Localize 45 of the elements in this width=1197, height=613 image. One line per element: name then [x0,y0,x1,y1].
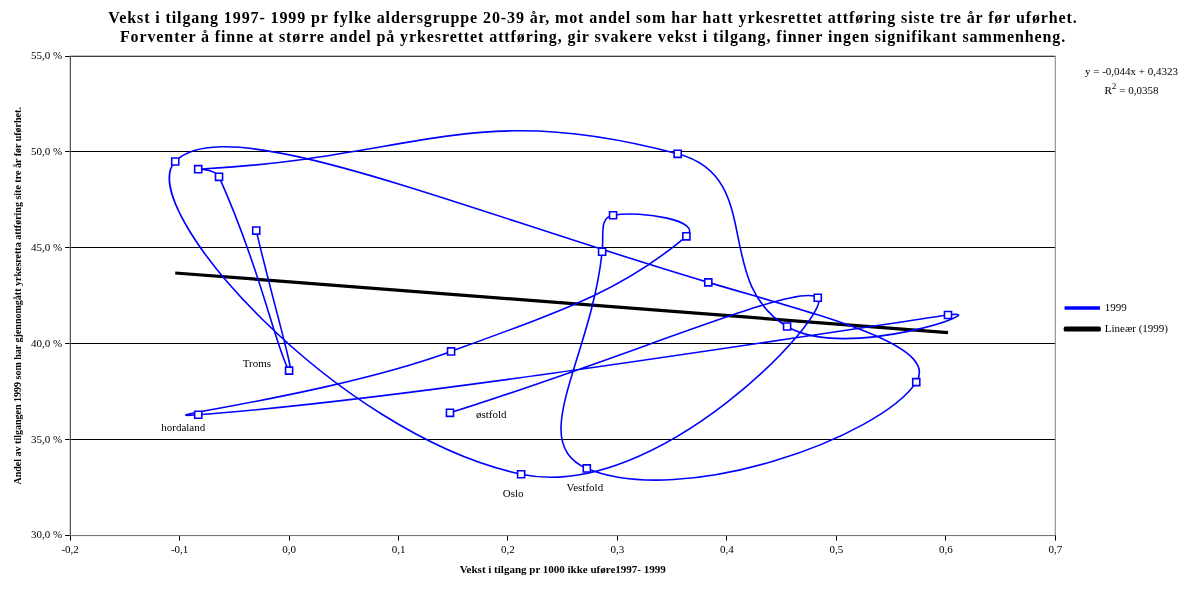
point [251,226,261,235]
y-tick-label: 55,0 % [30,48,63,61]
x-tick-label: 0,1 [391,543,406,556]
x-tick-label: 0,5 [829,543,844,556]
point [782,322,792,331]
point [582,464,592,473]
y-tick-label: 35,0 % [30,432,63,445]
annotation: Oslo [502,487,525,500]
point [682,231,691,241]
point [516,469,526,479]
point [445,408,455,418]
x-tick-label: 0,3 [610,543,625,556]
y-tick-label: 45,0 % [30,240,63,253]
text: R$^{2}$ = 0,0358 [1103,80,1160,98]
annotation: Vestfold [566,481,604,494]
point [813,293,823,303]
text: y = -0,044x + 0,4323 [1084,64,1178,79]
point [446,347,456,356]
annotation: hordaland [161,420,206,433]
x-tick-label: -0,1 [170,543,189,556]
point [911,377,921,387]
y-tick-label: 30,0 % [30,528,63,541]
point [284,366,294,375]
y-tick-label: 50,0 % [30,144,63,157]
x-tick-label: -0,2 [61,543,79,556]
x-tick-label: 0,0 [282,543,297,556]
x-tick-label: 0,4 [720,543,735,556]
legend-label: Lineær (1999) [1104,321,1169,335]
point [193,164,203,174]
y-tick-label: 40,0 % [30,336,63,349]
x-tick-label: 0,6 [938,543,954,556]
point [673,149,682,159]
point [608,210,618,220]
legend-label: 1999 [1104,300,1128,313]
annotation: østfold [475,407,508,420]
point [597,247,607,257]
x-tick-label: 0,2 [501,543,515,556]
y-axis-title: Andel av tilgangen 1999 som har gjennomgått yrkesretta attføring site tre år før uførhet. [11,106,23,485]
point [193,410,203,420]
point [703,278,713,287]
chart-title: Vekst i tilgang 1997- 1999 pr fylke aldersgruppe 20-39 år, mot andel som har hatt yrkesrettet attføring siste tre år før uførhet. Forventer å finne at større andel på yrkesrettet attføring, gir svakere vekst i tilgang, finner ingen signifikant sammenheng. [108,8,1078,46]
point [170,157,180,166]
annotation: Troms [242,356,272,369]
x-tick-label: 0,7 [1048,543,1063,556]
x-axis-title: Vekst i tilgang pr 1000 ikke uføre1997- 1999 [459,563,667,576]
